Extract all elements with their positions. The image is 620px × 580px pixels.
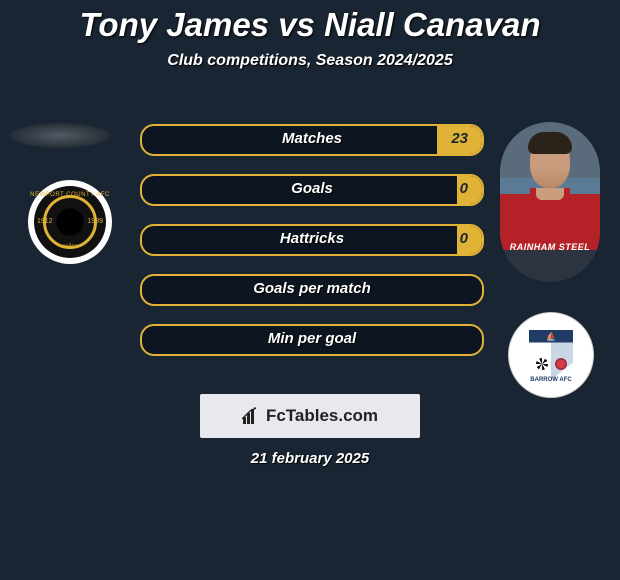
bar-value: 0 [460,180,468,197]
bar-label: Min per goal [142,330,482,347]
badge-bottom-text: BARROW AFC [520,377,582,383]
bar-label: Goals [142,180,482,197]
stat-bar-goals-per-match: Goals per match [140,274,484,306]
football-icon [536,358,548,370]
club-badge-right: ⛵ BARROW AFC [508,312,592,396]
fctables-watermark: FcTables.com [200,394,420,438]
badge-years: 1912 1989 [28,218,112,225]
badge-bottom-text: exiles [28,244,112,250]
player-left-placeholder [10,123,110,148]
rose-icon [555,358,567,370]
club-badge-left: NEWPORT COUNTY AFC 1912 1989 exiles [28,180,112,264]
bar-value: 0 [460,230,468,247]
shield-icon: ⛵ [529,330,573,380]
badge-top-text: NEWPORT COUNTY AFC [28,192,112,198]
page-subtitle: Club competitions, Season 2024/2025 [0,52,620,70]
badge-year-left: 1912 [37,218,53,225]
stat-bar-matches: Matches 23 [140,124,484,156]
stat-bar-goals: Goals 0 [140,174,484,206]
page-title: Tony James vs Niall Canavan [0,6,620,44]
player-right-photo: RAINHAM STEEL [500,122,600,282]
badge-year-right: 1989 [87,218,103,225]
stat-bars: Matches 23 Goals 0 Hattricks 0 Goals per… [140,124,480,374]
player-jersey-text: RAINHAM STEEL [500,242,600,252]
bar-label: Matches [142,130,482,147]
bar-label: Goals per match [142,280,482,297]
player-collar [530,188,570,206]
bar-value: 23 [451,130,468,147]
bar-label: Hattricks [142,230,482,247]
badge-ring-outer: ⛵ BARROW AFC [508,312,594,398]
badge-inner: ⛵ BARROW AFC [520,324,582,386]
bar-chart-icon [242,407,262,425]
date-text: 21 february 2025 [0,450,620,467]
fctables-text: FcTables.com [266,406,378,426]
ship-icon: ⛵ [529,332,573,341]
player-hair [528,132,572,154]
player-head [530,136,570,188]
stat-bar-min-per-goal: Min per goal [140,324,484,356]
stat-bar-hattricks: Hattricks 0 [140,224,484,256]
